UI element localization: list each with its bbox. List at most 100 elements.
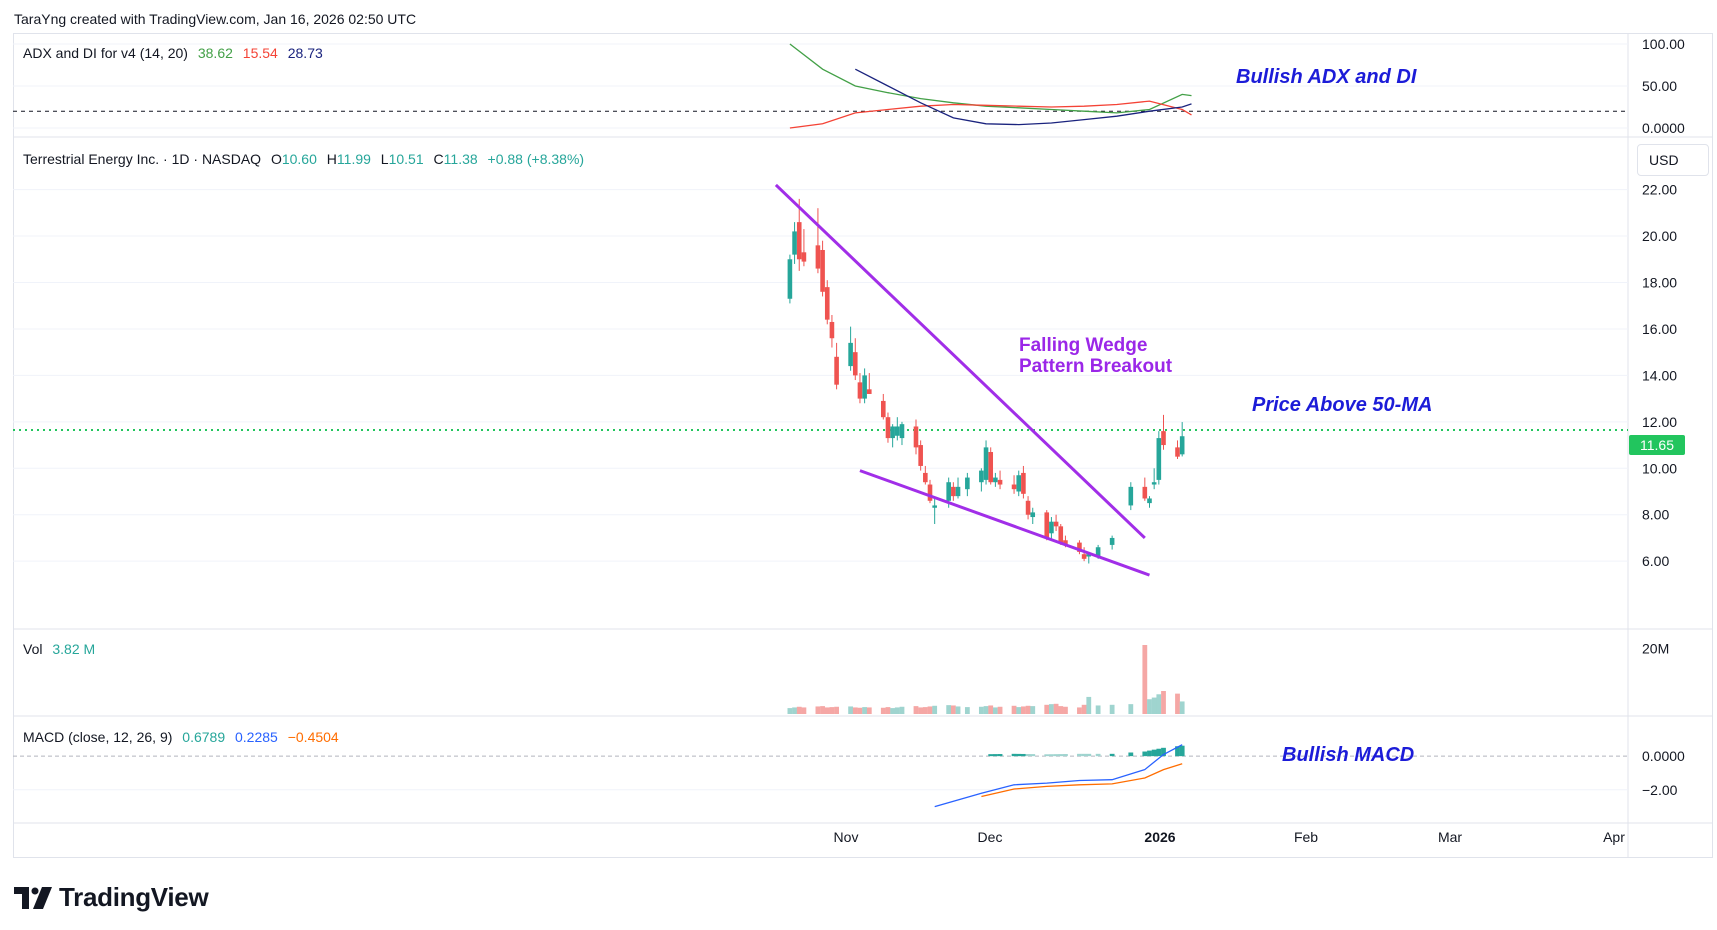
vol-axis-tick-0: 20M [1642,640,1669,656]
candle-body-16 [890,426,895,439]
macd-hist-bar-52 [1156,748,1162,757]
macd-legend-v3: −0.4504 [287,729,339,745]
volume-bar-5 [820,706,825,714]
candle-body-8 [834,356,839,385]
candle-body-25 [951,486,956,497]
price-axis-tick-7: 8.00 [1642,507,1669,523]
volume-bar-24 [946,705,952,714]
candle-body-21 [923,472,928,483]
candle-body-52 [1156,438,1162,480]
time-axis-tick-2: 2026 [1144,829,1175,845]
price-legend-c-label: C [433,151,444,167]
candle-body-12 [862,375,867,399]
chart-frame [13,33,1713,858]
adx-series-adx [855,68,1192,126]
candle-body-24 [946,482,951,501]
volume-bar-11 [857,707,863,714]
volume-bar-49 [1142,645,1148,714]
volume-bar-0 [787,708,793,714]
adx-legend[interactable]: ADX and DI for v4 (14, 20) 38.62 15.54 2… [23,45,329,61]
volume-bar-18 [899,706,905,714]
candle-body-35 [1021,472,1026,494]
candle-body-28 [979,470,984,483]
volume-bar-45 [1086,696,1092,714]
volume-bar-20 [918,707,924,714]
candle-body-6 [824,287,830,320]
tradingview-logo[interactable]: TradingView [14,882,209,913]
candle-body-49 [1142,486,1148,499]
tradingview-logo-text: TradingView [59,882,209,912]
candle-body-2 [796,222,802,260]
volume-bar-50 [1147,699,1152,714]
macd-hist-bar-33 [1011,753,1017,757]
vol-legend[interactable]: Vol 3.82 M [23,641,101,657]
candle-body-44 [1081,554,1087,559]
annotation-bullish-macd: Bullish MACD [1282,744,1415,766]
price-axis-tick-5: 12.00 [1642,414,1677,430]
candle-body-39 [1049,521,1054,534]
currency-button[interactable]: USD [1637,144,1709,176]
adx-legend-v2: 15.54 [242,45,278,61]
price-axis-tick-6: 10.00 [1642,460,1677,476]
macd-legend[interactable]: MACD (close, 12, 26, 9) 0.6789 0.2285 −0… [23,729,345,745]
volume-bar-55 [1179,701,1185,714]
candle-body-50 [1147,498,1152,504]
macd-legend-v1: 0.6789 [182,729,226,745]
macd-hist-bar-42 [1063,754,1068,757]
price-legend-l-label: L [380,151,389,167]
candle-body-40 [1053,521,1059,527]
candle-body-32 [997,479,1003,485]
candle-body-18 [899,424,905,439]
volume-bar-7 [829,707,835,714]
candle-body-20 [918,445,923,466]
price-legend[interactable]: Terrestrial Energy Inc. · 1D · NASDAQ O1… [23,151,590,167]
volume-bar-33 [1011,705,1017,714]
volume-bar-9 [848,706,854,714]
adx-legend-name: ADX and DI for v4 (14, 20) [23,45,188,61]
volume-bar-34 [1016,707,1022,714]
adx-series-di_minus [789,100,1192,129]
macd-hist-bar-34 [1016,753,1022,757]
volume-bar-23 [932,705,938,714]
price-axis-tick-4: 14.00 [1642,367,1677,383]
candle-body-4 [815,245,821,269]
price-legend-h-label: H [326,151,337,167]
macd-hist-bar-38 [1044,754,1050,757]
wedge-upper-trendline [774,183,1146,540]
candle-body-10 [852,352,858,376]
macd-hist-bar-49 [1142,751,1148,757]
macd-hist-bar-30 [988,754,994,757]
price-legend-o-label: O [270,151,282,167]
chart-header: TaraYng created with TradingView.com, Ja… [14,11,417,27]
candle-body-48 [1128,486,1134,506]
candle-body-1 [792,231,797,255]
volume-bar-21 [922,707,928,714]
candle-body-17 [895,426,900,436]
volume-bar-48 [1128,704,1134,714]
macd-hist-bar-55 [1179,745,1185,757]
candle-body-43 [1077,542,1082,552]
candle-body-33 [1011,484,1017,490]
macd-legend-name: MACD (close, 12, 26, 9) [23,729,173,745]
volume-bar-42 [1063,706,1068,714]
candle-body-55 [1179,436,1185,455]
macd-hist-bar-50 [1147,750,1152,757]
volume-bar-39 [1049,704,1054,714]
time-axis-tick-3: Feb [1294,829,1318,845]
candle-body-9 [848,342,853,367]
volume-bar-15 [885,707,891,714]
volume-bar-28 [978,706,984,714]
annotation-price-above-ma: Price Above 50-MA [1252,394,1433,416]
volume-bar-14 [880,707,886,714]
macd-hist-bar-46 [1095,753,1101,757]
price-axis-tick-0: 22.00 [1642,182,1677,198]
volume-bar-44 [1081,704,1087,714]
candle-body-0 [787,259,793,299]
macd-series-signal [981,763,1183,798]
volume-bar-53 [1161,691,1166,714]
candle-body-13 [866,389,872,394]
volume-bar-40 [1053,703,1059,714]
candle-body-15 [885,417,891,439]
volume-bar-41 [1058,706,1064,714]
